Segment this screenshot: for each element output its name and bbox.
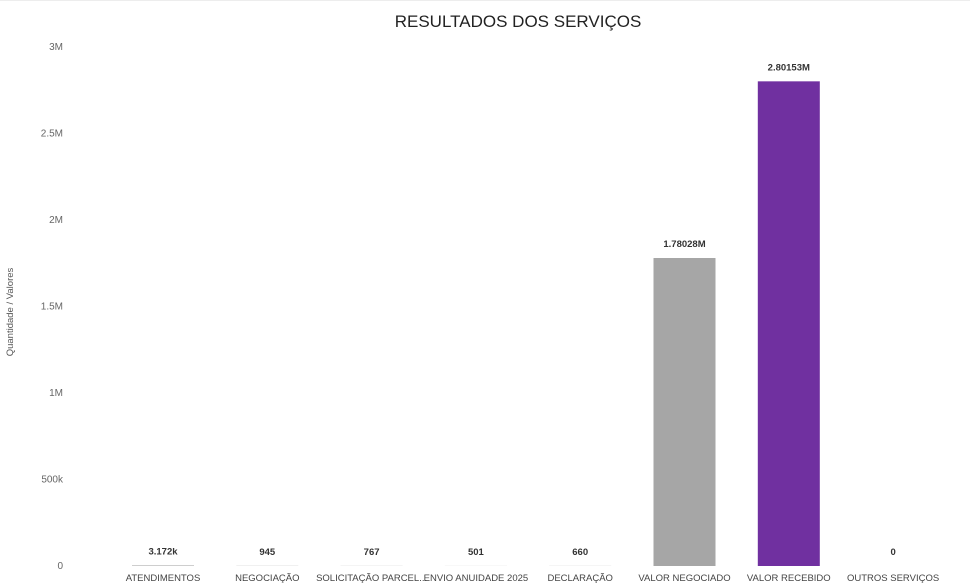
y-tick-label: 1.5M	[41, 302, 63, 313]
category-label: ENVIO ANUIDADE 2025	[424, 573, 529, 584]
category-label: VALOR RECEBIDO	[747, 573, 831, 584]
data-labels-group: 3.172k 945 767 501 660 1.78028M 2.80153M 0	[148, 62, 895, 558]
data-label: 767	[364, 547, 380, 558]
data-label: 1.78028M	[663, 239, 705, 250]
category-labels-group: ATENDIMENTOS NEGOCIAÇÃO SOLICITAÇÃO PARCEL…	[126, 573, 940, 584]
category-label: NEGOCIAÇÃO	[235, 573, 299, 584]
y-tick-label: 3M	[49, 42, 63, 53]
category-label: VALOR NEGOCIADO	[638, 573, 730, 584]
data-label: 945	[259, 547, 276, 558]
bars-group	[132, 81, 820, 566]
bar	[757, 81, 820, 566]
y-axis-label: Quantidade / Valores	[5, 267, 16, 356]
y-tick-label: 0	[57, 561, 63, 572]
bar	[653, 258, 716, 566]
data-label: 2.80153M	[768, 62, 810, 73]
category-label: OUTROS SERVIÇOS	[847, 573, 939, 584]
y-tick-label: 500k	[41, 475, 64, 486]
category-label: SOLICITAÇÃO PARCEL...	[316, 573, 427, 584]
category-label: ATENDIMENTOS	[126, 573, 201, 584]
y-tick-label: 1M	[49, 388, 63, 399]
data-label: 0	[890, 547, 895, 558]
y-tick-label: 2.5M	[41, 129, 63, 140]
data-label: 660	[572, 547, 588, 558]
bar	[132, 565, 194, 566]
category-label: DECLARAÇÃO	[547, 573, 612, 584]
y-tick-label: 2M	[49, 215, 63, 226]
data-label: 3.172k	[148, 546, 178, 557]
y-axis-ticks: 0 500k 1M 1.5M 2M 2.5M 3M	[41, 42, 64, 572]
data-label: 501	[468, 547, 485, 558]
chart-title: RESULTADOS DOS SERVIÇOS	[395, 12, 642, 31]
